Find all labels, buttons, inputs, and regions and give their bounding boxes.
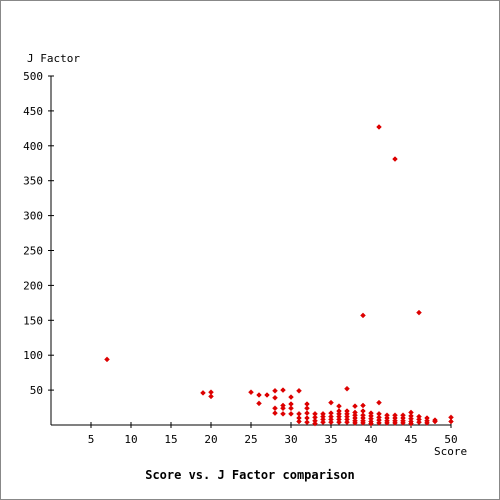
data-point	[280, 405, 286, 412]
data-point	[200, 390, 206, 396]
y-tick-label: 300	[23, 210, 43, 223]
data-point	[360, 420, 366, 426]
x-tick-label: 45	[404, 433, 417, 446]
data-points	[104, 124, 454, 427]
data-point	[272, 405, 278, 412]
y-tick-label: 250	[23, 245, 43, 258]
data-point	[360, 312, 366, 319]
data-point	[248, 389, 254, 396]
y-tick-label: 350	[23, 175, 43, 188]
y-tick-label: 100	[23, 349, 43, 362]
data-point	[408, 420, 414, 427]
data-point	[272, 410, 278, 416]
data-point	[296, 418, 302, 425]
data-point	[432, 418, 438, 425]
data-point	[288, 410, 294, 417]
data-point	[208, 393, 214, 400]
y-tick-label: 150	[23, 314, 43, 327]
x-tick-label: 10	[124, 433, 137, 446]
data-point	[352, 403, 358, 410]
y-tick-label: 50	[30, 384, 43, 397]
data-point	[280, 410, 286, 417]
data-point	[368, 420, 374, 427]
y-tick-label: 450	[23, 105, 43, 118]
y-tick-label: 400	[23, 140, 43, 153]
data-point	[392, 156, 398, 162]
data-point	[376, 124, 382, 130]
data-point	[280, 387, 286, 393]
y-tick-label: 500	[23, 70, 43, 83]
x-tick-label: 15	[164, 433, 177, 446]
data-point	[376, 399, 382, 406]
y-axis-label: J Factor	[27, 52, 80, 65]
data-point	[360, 402, 366, 409]
data-point	[328, 419, 334, 426]
data-point	[416, 419, 422, 426]
data-point	[424, 420, 430, 426]
x-tick-label: 25	[244, 433, 257, 446]
chart-title: Score vs. J Factor comparison	[145, 468, 355, 482]
data-point	[400, 420, 406, 426]
x-tick-label: 30	[284, 433, 297, 446]
data-point	[304, 419, 310, 426]
data-point	[312, 420, 318, 427]
data-point	[296, 387, 302, 394]
data-point	[416, 309, 422, 316]
data-point	[104, 356, 110, 363]
x-axis-label: Score	[434, 445, 467, 458]
data-point	[344, 419, 350, 426]
data-point	[272, 394, 278, 401]
data-point	[336, 403, 342, 410]
x-tick-label: 40	[364, 433, 377, 446]
data-point	[384, 420, 390, 426]
data-point	[288, 394, 294, 400]
data-point	[328, 399, 334, 406]
axis-ticks: 50 100 150 200 250 300 350 400 450 500 5 10 15 20 25 30…	[23, 70, 458, 446]
x-tick-label: 5	[88, 433, 95, 446]
data-point	[272, 387, 278, 394]
data-point	[392, 420, 398, 426]
data-point	[264, 392, 270, 398]
data-point	[344, 385, 350, 392]
data-point	[304, 410, 310, 416]
x-tick-label: 35	[324, 433, 337, 446]
data-point	[352, 420, 358, 426]
x-tick-label: 50	[444, 433, 457, 446]
y-tick-label: 200	[23, 279, 43, 292]
data-point	[336, 419, 342, 426]
data-point	[448, 418, 454, 425]
x-tick-label: 20	[204, 433, 217, 446]
data-point	[376, 420, 382, 426]
data-point	[288, 405, 294, 412]
data-point	[320, 419, 326, 426]
data-point	[256, 400, 262, 407]
data-point	[256, 392, 262, 398]
data-point	[304, 405, 310, 412]
